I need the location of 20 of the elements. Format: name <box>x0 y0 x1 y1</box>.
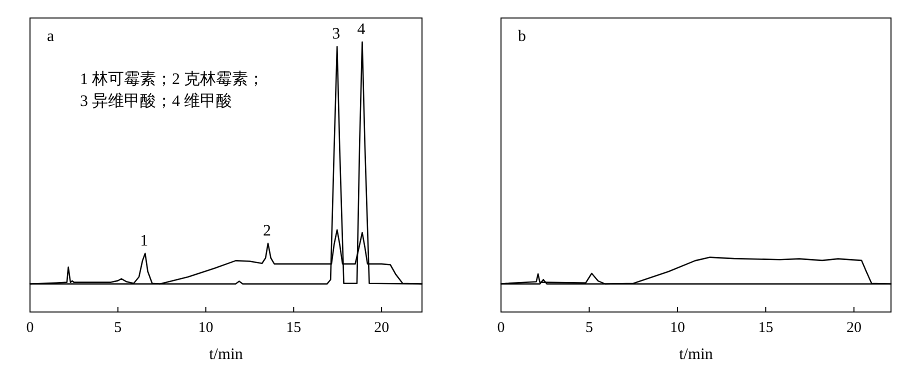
x-tick-label: 5 <box>585 320 593 336</box>
x-tick-label: 0 <box>26 320 34 336</box>
annotation: 1 <box>140 232 148 250</box>
x-tick-label: 0 <box>497 320 505 336</box>
annotation: 3 异维甲酸；4 维甲酸 <box>80 92 232 110</box>
x-tick-label: 15 <box>758 320 774 336</box>
x-tick-label: 10 <box>670 320 685 336</box>
annotation: 4 <box>357 21 366 38</box>
annotation: 1 林可霉素；2 克林霉素； <box>80 70 264 88</box>
x-tick-label: 20 <box>846 320 862 336</box>
x-tick-label: 5 <box>114 320 122 336</box>
chart-title: a <box>47 28 54 45</box>
x-tick-label: 20 <box>374 320 390 336</box>
chart-title: b <box>518 28 526 45</box>
annotation: 3 <box>332 26 340 43</box>
x-axis-title: t/min <box>209 346 243 363</box>
x-tick-label: 15 <box>286 320 302 336</box>
x-axis-title: t/min <box>679 346 713 363</box>
x-tick-label: 10 <box>198 320 214 336</box>
annotation: 2 <box>263 222 272 240</box>
